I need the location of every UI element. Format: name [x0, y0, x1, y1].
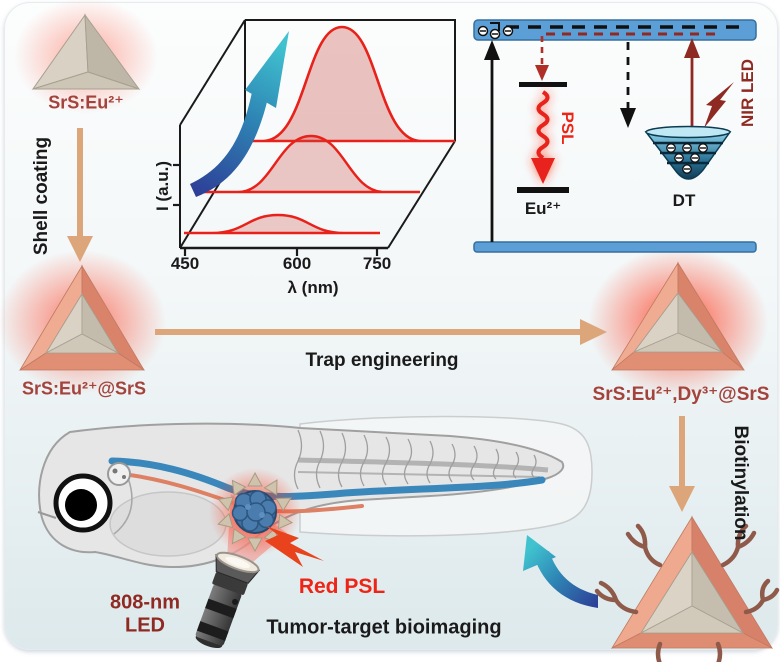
eu-ground-level	[517, 187, 569, 193]
nir-photon-icon	[704, 82, 734, 128]
conduction-band	[473, 19, 757, 41]
eu-excited-level	[519, 82, 567, 87]
trapping-arrow	[620, 42, 636, 128]
x-tick-750: 750	[362, 254, 392, 274]
core-tetrahedron	[31, 13, 141, 90]
y-axis-label: I (a.u.)	[153, 160, 173, 212]
label-psl: PSL	[557, 111, 577, 145]
relaxation-arrow	[535, 36, 549, 81]
label-deep-trap: DT	[672, 191, 696, 211]
tumor-mass	[231, 490, 277, 534]
valence-band	[473, 241, 757, 253]
somites	[293, 429, 537, 490]
fish-eye-pupil	[65, 489, 97, 521]
intensity-increase-arrow	[190, 31, 289, 197]
label-red-psl: Red PSL	[298, 574, 386, 598]
trap-engineering-arrow	[155, 319, 607, 345]
shell-coating-arrow	[67, 128, 93, 262]
psl-emission-arrow	[531, 90, 555, 184]
deep-trap	[644, 125, 732, 180]
label-material-coreshell: SrS:Eu²⁺@SrS	[21, 378, 147, 399]
label-material-engineered: SrS:Eu²⁺,Dy³⁺@SrS	[592, 384, 770, 406]
yolk-sac	[109, 491, 227, 557]
label-biotinylation: Biotinylation	[729, 425, 751, 541]
band-electrons	[477, 25, 514, 40]
mouth-line	[37, 511, 57, 519]
cycle-swoosh-arrow	[523, 535, 598, 608]
operculum-line	[113, 477, 133, 535]
label-shell-coating: Shell coating	[31, 136, 53, 256]
red-psl-bolt-icon	[265, 526, 324, 567]
blood-vessel-blue	[108, 457, 546, 501]
biotin-arms	[594, 523, 780, 662]
biotinylation-arrow	[669, 416, 695, 512]
targeting-nanoparticles	[217, 471, 294, 553]
biotinylated-tetrahedron	[594, 515, 780, 662]
label-trap-engineering: Trap engineering	[305, 350, 459, 372]
zebrafish	[37, 415, 593, 569]
spectrum-back	[247, 25, 455, 143]
detrapping-arrow	[684, 38, 700, 128]
coreshell-tetrahedron	[18, 264, 146, 371]
engineered-tetrahedron	[610, 261, 746, 371]
x-tick-450: 450	[170, 254, 200, 274]
label-eu-ion: Eu²⁺	[524, 199, 562, 219]
label-808nm: 808-nm	[109, 591, 181, 614]
psl-spectra-plot	[173, 19, 456, 256]
x-tick-600: 600	[282, 254, 312, 274]
energy-level-diagram	[473, 19, 757, 253]
spectrum-front	[184, 213, 380, 235]
excitation-arrow	[484, 40, 500, 242]
x-axis-label: λ (nm)	[287, 278, 339, 298]
label-tumor-caption: Tumor-target bioimaging	[266, 616, 502, 639]
spectrum-middle	[203, 134, 420, 194]
label-material-core: SrS:Eu²⁺	[48, 92, 124, 113]
label-led: LED	[125, 614, 165, 637]
flashlight	[195, 551, 261, 649]
trapped-electrons	[666, 143, 708, 174]
otic-vesicle	[107, 462, 131, 486]
label-nir-led: NIR LED	[738, 59, 758, 127]
